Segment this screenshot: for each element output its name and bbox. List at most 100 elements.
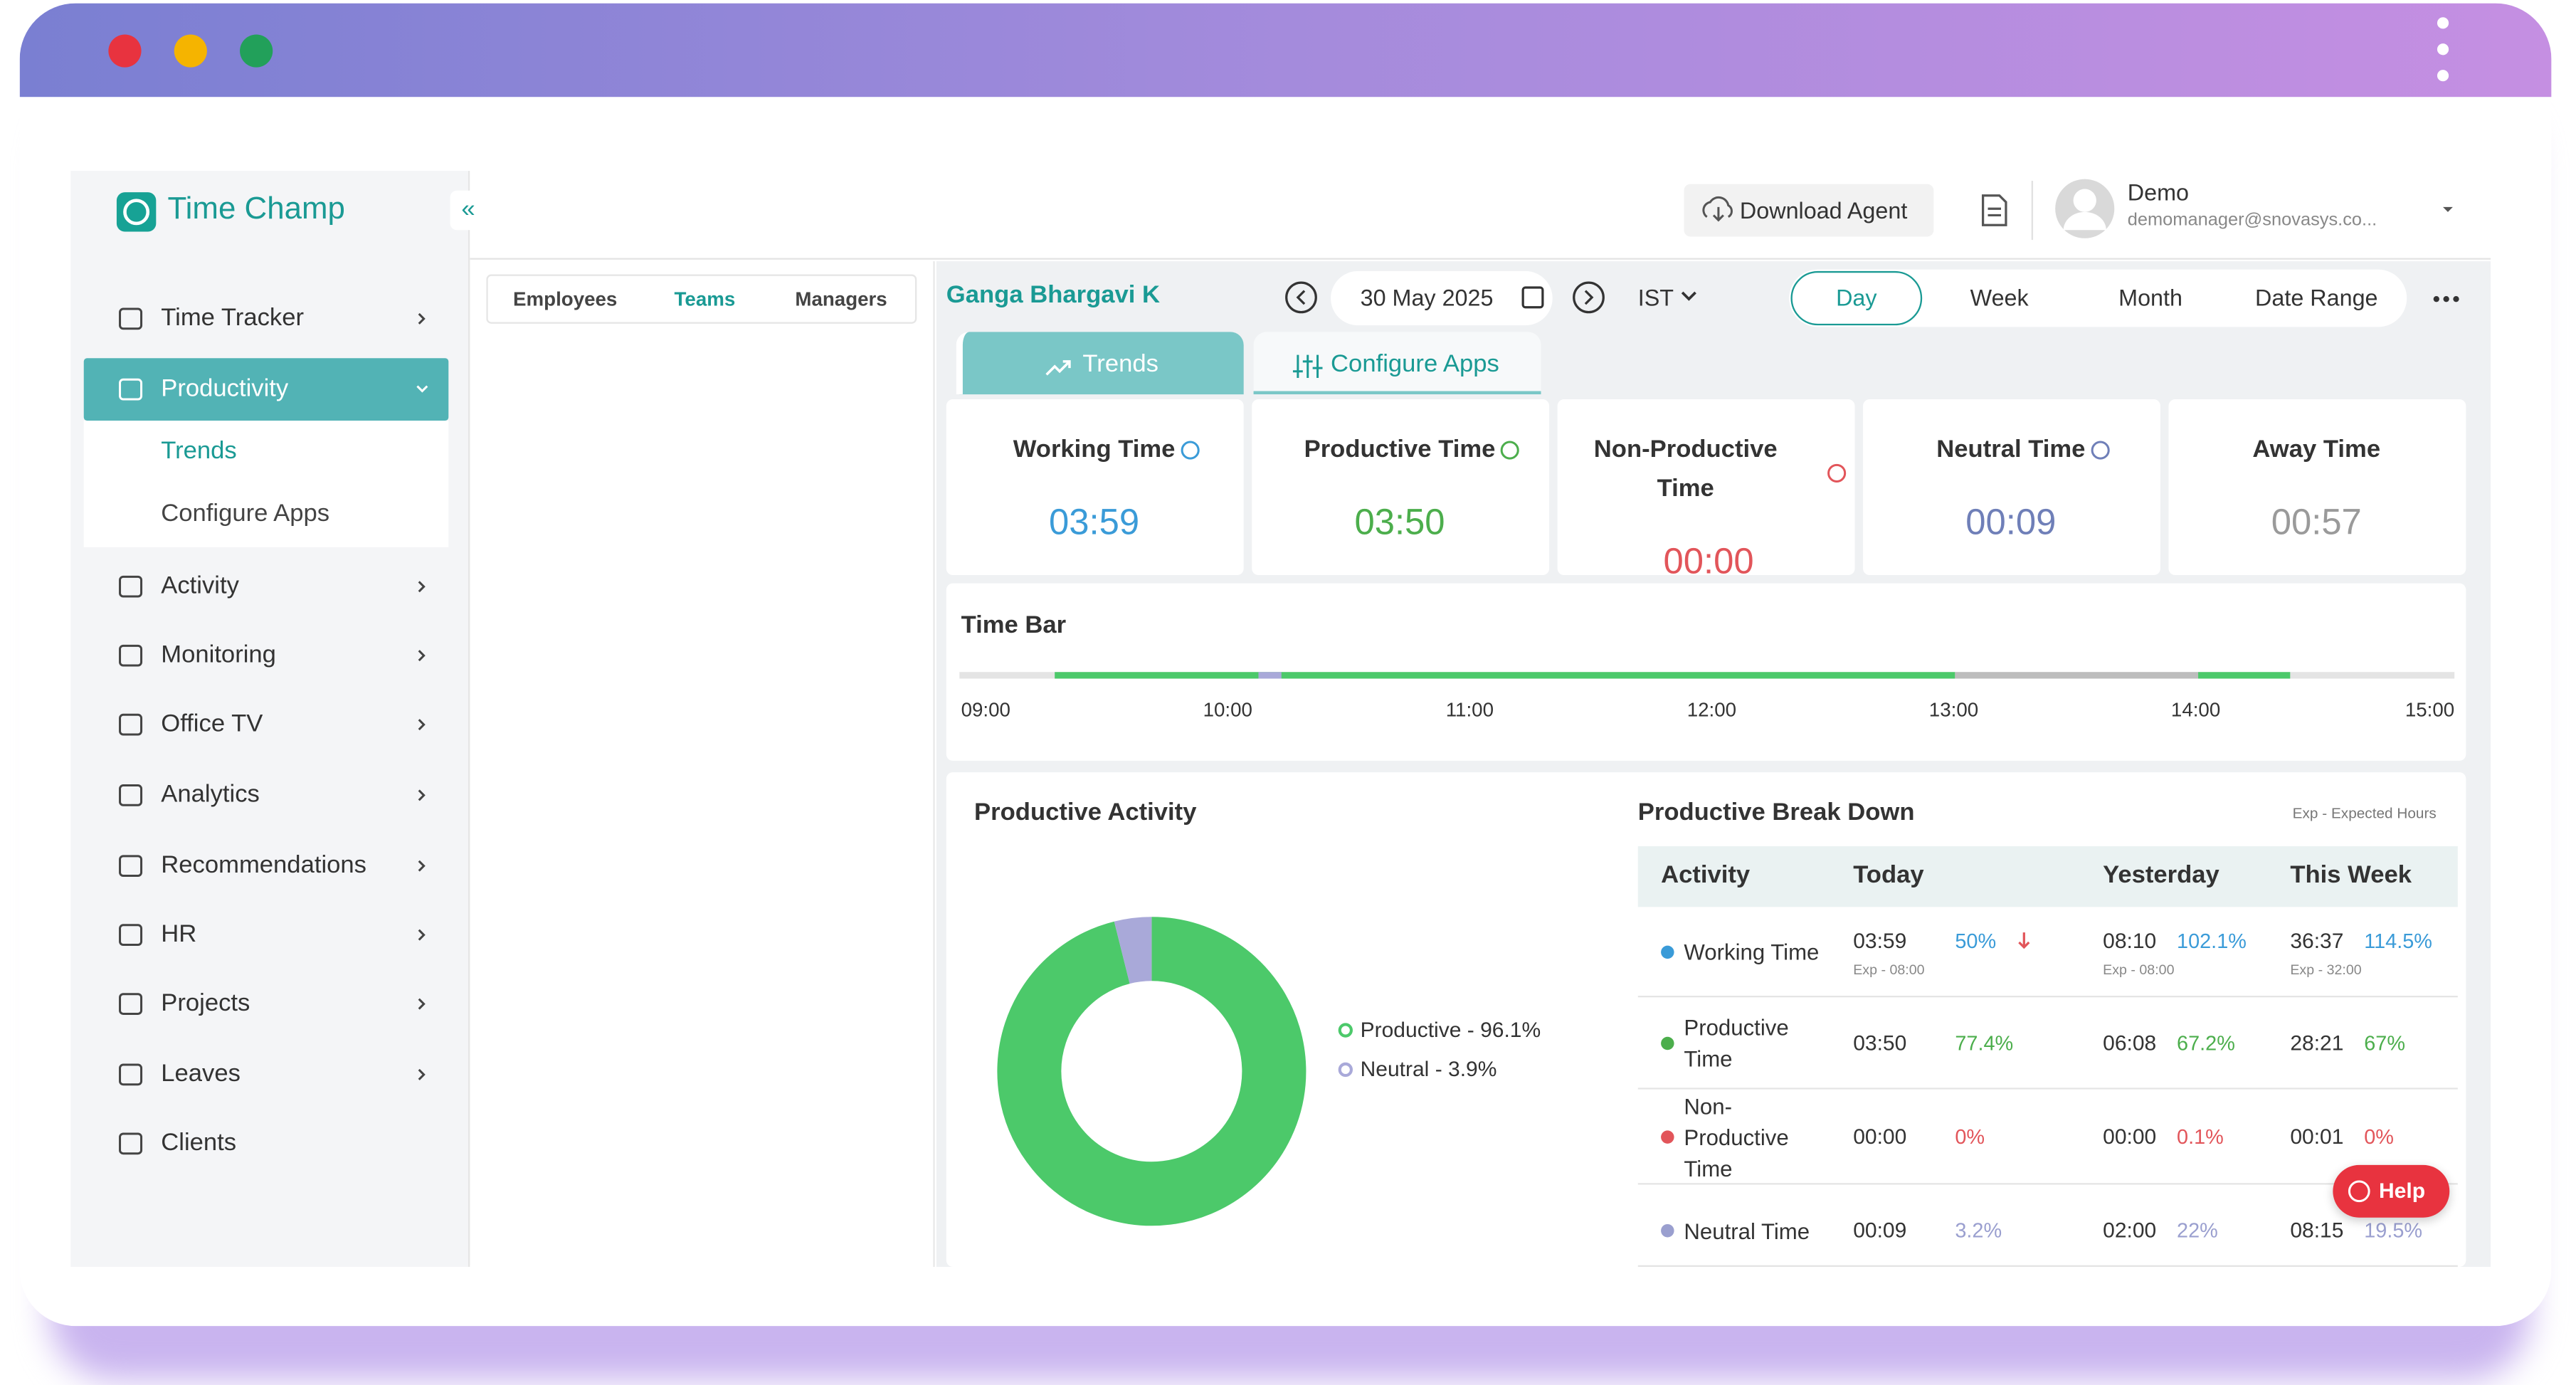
percent-value: 102.1%	[2177, 929, 2247, 952]
date: 30 May 2025	[1360, 284, 1494, 311]
brand-logo-clock	[123, 199, 150, 226]
menu-dot[interactable]	[2437, 70, 2449, 82]
menu-icon	[119, 575, 143, 598]
time-value: 02:00	[2103, 1217, 2157, 1243]
percent-value: 19.5%	[2364, 1219, 2423, 1243]
title-bar	[19, 3, 2552, 98]
row-dot	[1661, 1036, 1674, 1050]
table-row	[1637, 1089, 2458, 1185]
row-dot	[1661, 1223, 1674, 1238]
time-value: 28:21	[2290, 1030, 2344, 1055]
legend-entry: Neutral - 3.9%	[1360, 1056, 1497, 1082]
menu-item[interactable]: Productivity	[161, 374, 289, 403]
more-dot	[2453, 296, 2459, 302]
column-header: Activity	[1661, 860, 1751, 890]
menu-item[interactable]: Monitoring	[161, 641, 276, 669]
next-date	[1573, 281, 1605, 314]
card-value: 00:09	[1965, 501, 2057, 542]
menu-item[interactable]: Activity	[161, 572, 239, 600]
percent-value: 67.2%	[2177, 1031, 2235, 1055]
card-title: Away Time	[2252, 435, 2381, 464]
menu-item[interactable]: HR	[161, 920, 197, 949]
maximize-dot[interactable]	[240, 34, 273, 68]
view-tab-active[interactable]	[956, 332, 1244, 395]
menu-item[interactable]: Clients	[161, 1129, 237, 1157]
menu-chevron	[418, 998, 426, 1010]
download-agent[interactable]: Download Agent	[1739, 197, 1908, 223]
card-title: Productive Time	[1304, 435, 1496, 464]
percent-value: 0.1%	[2177, 1125, 2224, 1149]
range-option[interactable]: Date Range	[2255, 284, 2378, 311]
menu-chevron	[418, 1068, 426, 1080]
menu-chevron	[418, 719, 426, 731]
prev-date	[1285, 281, 1317, 314]
menu-icon	[119, 713, 143, 736]
expected-hours: Exp - 08:00	[2103, 960, 2175, 977]
time-value: 00:01	[2290, 1124, 2344, 1149]
card-icon	[1500, 441, 1519, 460]
menu-icon	[119, 378, 143, 401]
more-dot	[2443, 296, 2449, 302]
range-option[interactable]: Week	[1970, 284, 2029, 311]
range-selected[interactable]	[1790, 270, 1923, 326]
minimize-dot[interactable]	[174, 34, 207, 68]
submenu-item[interactable]: Configure Apps	[161, 499, 330, 528]
filter-tab[interactable]: Teams	[674, 288, 736, 311]
activity-cell: Neutral Time	[1684, 1218, 1810, 1243]
card-icon	[1181, 441, 1200, 460]
filter-panel	[471, 261, 935, 1268]
user-email: demomanager@snovasys.co...	[2127, 210, 2377, 231]
menu-dot[interactable]	[2437, 17, 2449, 29]
range-option[interactable]: Month	[2118, 284, 2183, 311]
view-tab[interactable]	[1253, 332, 1541, 395]
help-button[interactable]	[2333, 1164, 2450, 1218]
menu-item[interactable]: Office TV	[161, 710, 263, 738]
submenu	[83, 421, 449, 547]
column-header: Yesterday	[2103, 860, 2219, 890]
filter-tab[interactable]: Employees	[513, 288, 618, 311]
collapse-icon[interactable]: «	[461, 195, 475, 223]
card-value: 03:59	[1049, 501, 1140, 542]
menu-dot[interactable]	[2437, 43, 2449, 56]
brand-logo	[116, 192, 157, 232]
time-value: 00:09	[1853, 1217, 1907, 1243]
collapse-button[interactable]	[450, 190, 487, 231]
percent-value: 0%	[2364, 1125, 2394, 1149]
stat-card	[2168, 399, 2466, 576]
menu-item[interactable]: Recommendations	[161, 851, 366, 880]
prev-arrow	[1296, 290, 1306, 305]
menu-item[interactable]: Leaves	[161, 1060, 241, 1088]
menu-item-active[interactable]	[83, 358, 449, 421]
view-tab[interactable]: Trends	[1082, 349, 1158, 379]
timezone[interactable]: IST	[1637, 284, 1674, 311]
range-option[interactable]: Day	[1836, 284, 1877, 311]
percent-value: 0%	[1955, 1125, 1985, 1149]
menu-icon	[119, 1132, 143, 1155]
menu-item[interactable]: Time Tracker	[161, 304, 305, 332]
download-button[interactable]	[1684, 184, 1934, 237]
row-dot	[1661, 945, 1674, 959]
menu-item[interactable]: Analytics	[161, 780, 260, 809]
menu-item[interactable]: Projects	[161, 989, 250, 1018]
close-dot[interactable]	[108, 34, 142, 68]
menu-chevron	[418, 929, 426, 941]
trend-icon	[1045, 360, 1071, 376]
card-value: 00:00	[1663, 540, 1754, 582]
time-tick: 15:00	[2405, 698, 2455, 722]
activity-cell: Productive Time	[1684, 1015, 1789, 1072]
date-picker[interactable]	[1331, 270, 1553, 326]
download-icon	[1702, 196, 1733, 222]
legend-marker	[1338, 1023, 1353, 1038]
window-controls	[108, 17, 2449, 82]
card-title: Working Time	[1013, 435, 1176, 464]
menu-icon	[119, 855, 143, 878]
expected-hours: Exp - 08:00	[1853, 960, 1925, 977]
help-label[interactable]: Help	[2378, 1178, 2426, 1203]
submenu-item[interactable]: Trends	[161, 437, 237, 465]
percent-value: 114.5%	[2364, 929, 2432, 952]
percent-value: 50%	[1955, 929, 1997, 952]
filter-tab[interactable]: Managers	[795, 288, 887, 311]
view-tab[interactable]: Configure Apps	[1331, 349, 1499, 379]
more-dot	[2433, 296, 2439, 302]
